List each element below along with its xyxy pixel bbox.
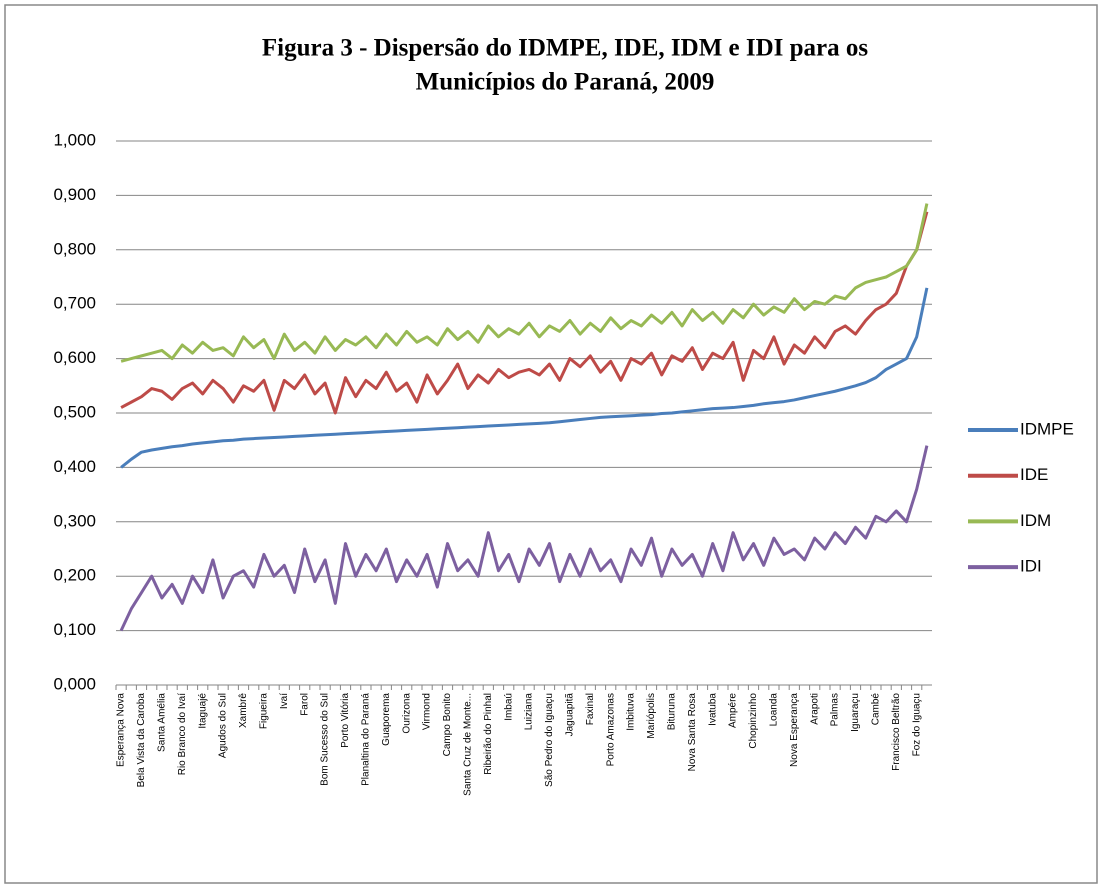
x-tick-label: Mariópolis <box>646 693 657 739</box>
x-tick-label: Arapoti <box>809 693 820 725</box>
y-tick-label: 0,700 <box>53 294 96 313</box>
x-tick-label: Farol <box>299 693 310 716</box>
y-tick-label: 0,600 <box>53 348 96 367</box>
series-line <box>119 445 929 632</box>
y-tick-label: 0,900 <box>53 185 96 204</box>
x-tick-label: Foz do Iguaçu <box>911 693 922 756</box>
chart-subtitle: Municípios do Paraná, 2009 <box>416 69 715 96</box>
x-tick-label: Porto Amazonas <box>605 693 616 766</box>
x-tick-label: Ivaí <box>279 693 290 709</box>
x-tick-label: Campo Bonito <box>442 693 453 757</box>
legend-label: IDM <box>1020 511 1051 530</box>
x-tick-label: Jaguapitã <box>565 693 576 737</box>
x-tick-label: Imbituva <box>626 693 637 731</box>
x-tick-label: Ampére <box>728 693 739 728</box>
x-tick-label: Imbaú <box>503 693 514 721</box>
series-line <box>120 287 929 469</box>
x-tick-label: Santa Cruz de Monte... <box>463 693 474 796</box>
x-tick-label: Iguaraçu <box>850 693 861 732</box>
y-tick-label: 0,100 <box>53 620 96 639</box>
x-tick-label: Esperança Nova <box>116 693 127 767</box>
x-tick-label: Luiziana <box>524 693 535 731</box>
x-tick-label: Guaporema <box>381 693 392 746</box>
x-tick-label: São Pedro do Iguaçu <box>544 693 555 787</box>
y-tick-label: 0,400 <box>53 457 96 476</box>
y-tick-label: 1,000 <box>53 130 96 149</box>
x-tick-label: Santa Amélia <box>157 693 168 752</box>
x-tick-label: Itaguajé <box>197 693 208 729</box>
x-tick-label: Bela Vista da Caroba <box>136 693 147 788</box>
x-tick-label: Nova Santa Rosa <box>687 693 698 772</box>
x-tick-label: Xambrê <box>238 693 249 728</box>
x-tick-label: Figueira <box>259 693 270 730</box>
legend-label: IDE <box>1020 465 1048 484</box>
x-tick-label: Porto Vitória <box>340 693 351 748</box>
x-tick-label: Agudos do Sul <box>218 693 229 758</box>
x-tick-label: Francisco Beltrão <box>891 693 902 771</box>
y-tick-label: 0,000 <box>53 674 96 693</box>
x-tick-label: Rio Branco do Ivaí <box>177 693 188 775</box>
x-tick-label: Ourizona <box>401 693 412 734</box>
x-tick-label: Loanda <box>769 693 780 727</box>
y-tick-label: 0,300 <box>53 511 96 530</box>
x-tick-label: Chopinzinho <box>748 693 759 749</box>
x-tick-label: Planaltina do Paraná <box>361 693 372 786</box>
x-tick-label: Palmas <box>830 693 841 726</box>
y-tick-label: 0,800 <box>53 239 96 258</box>
y-tick-label: 0,200 <box>53 566 96 585</box>
x-tick-label: Bom Sucesso do Sul <box>320 693 331 786</box>
x-tick-label: Ivatuba <box>707 693 718 726</box>
x-tick-label: Cambé <box>871 693 882 726</box>
legend-label: IDI <box>1020 557 1042 576</box>
y-tick-label: 0,500 <box>53 402 96 421</box>
legend-label: IDMPE <box>1020 419 1074 438</box>
series-line <box>120 211 929 415</box>
series-line <box>120 203 929 363</box>
x-tick-label: Bituruna <box>667 693 678 731</box>
chart-title: Figura 3 - Dispersão do IDMPE, IDE, IDM … <box>262 35 869 62</box>
x-tick-label: Faxinal <box>585 693 596 725</box>
x-tick-label: Virmond <box>422 693 433 730</box>
x-tick-label: Ribeirão do Pinhal <box>483 693 494 775</box>
x-tick-label: Nova Esperança <box>789 693 800 767</box>
